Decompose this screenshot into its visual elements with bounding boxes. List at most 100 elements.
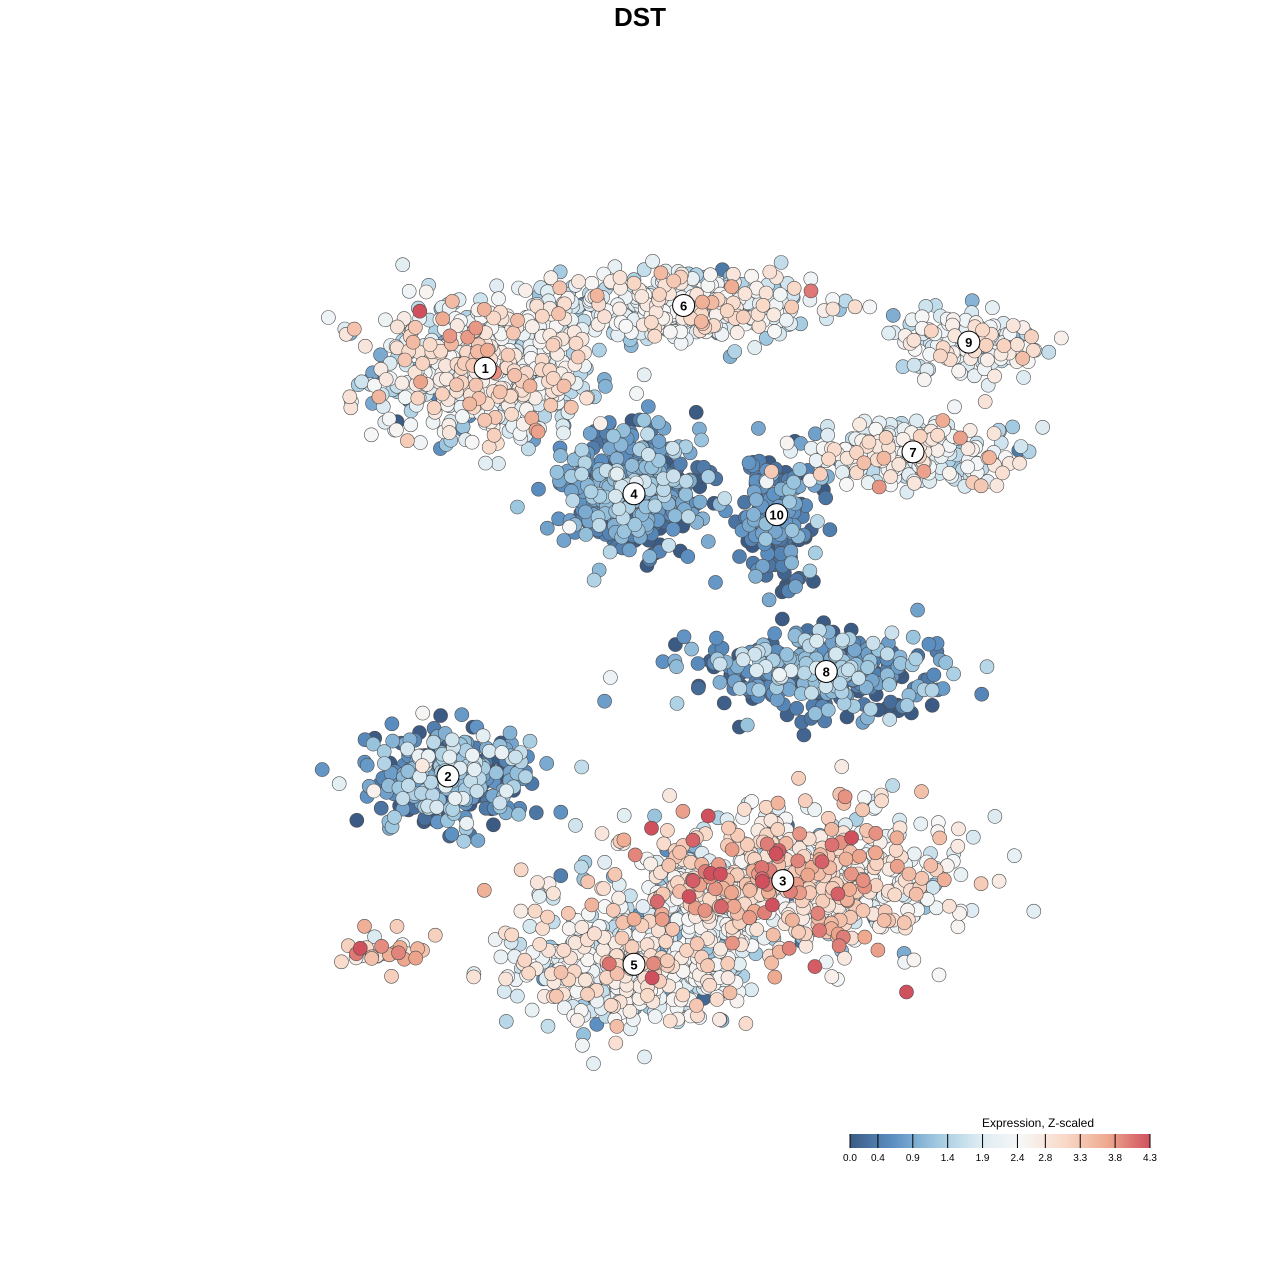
data-point <box>346 321 362 337</box>
data-point <box>499 783 514 799</box>
data-point <box>591 517 607 533</box>
data-point <box>647 498 663 514</box>
data-point <box>986 426 1002 441</box>
data-point <box>681 889 697 904</box>
data-point <box>838 851 854 867</box>
data-point <box>510 988 525 1004</box>
data-point <box>359 757 375 773</box>
data-point <box>814 854 830 870</box>
data-point <box>916 464 932 479</box>
data-point <box>724 842 740 857</box>
data-point <box>747 340 763 355</box>
data-point <box>876 450 892 466</box>
data-point <box>855 873 871 888</box>
chart-title: DST <box>614 2 666 32</box>
data-point <box>665 921 680 937</box>
data-point <box>798 938 814 954</box>
data-point <box>627 517 643 532</box>
data-point <box>331 776 347 792</box>
data-point <box>857 790 872 805</box>
data-point <box>366 783 382 799</box>
data-point <box>778 312 794 328</box>
data-point <box>700 958 715 974</box>
data-point <box>979 659 995 675</box>
data-point <box>391 945 406 961</box>
data-point <box>887 887 903 903</box>
data-point <box>837 950 852 966</box>
data-point <box>974 686 990 702</box>
data-point <box>779 435 795 451</box>
data-point <box>910 602 925 618</box>
data-point <box>508 749 523 765</box>
data-point <box>727 344 743 359</box>
data-point <box>863 701 879 717</box>
data-point <box>517 952 533 968</box>
data-point <box>387 809 402 825</box>
data-point <box>689 936 705 952</box>
data-point <box>868 845 883 861</box>
data-point <box>530 875 545 890</box>
data-point <box>435 311 451 327</box>
data-point <box>395 791 411 806</box>
cluster-label-5: 5 <box>622 952 646 976</box>
data-point <box>568 818 583 833</box>
data-point <box>504 406 519 422</box>
data-point <box>556 533 572 548</box>
legend-tick-label: 2.4 <box>1010 1153 1024 1164</box>
data-point <box>394 375 410 391</box>
data-point <box>574 920 590 935</box>
data-point <box>882 712 898 727</box>
data-point <box>1054 330 1069 346</box>
data-point <box>758 285 774 301</box>
data-point <box>973 876 989 892</box>
data-point <box>580 874 596 890</box>
data-point <box>502 725 518 741</box>
data-point <box>889 830 905 846</box>
data-point <box>522 378 538 394</box>
svg-text:3: 3 <box>779 874 786 889</box>
data-point <box>612 301 627 317</box>
data-point <box>654 912 670 927</box>
data-point <box>496 984 512 999</box>
legend-color-bar <box>850 1134 1150 1148</box>
data-point <box>960 459 976 475</box>
data-point <box>700 808 716 824</box>
data-point <box>314 762 330 777</box>
data-point <box>552 280 568 296</box>
data-point <box>742 883 758 898</box>
data-point <box>651 434 667 449</box>
color-legend: Expression, Z-scaled 0.0 0.4 0.9 1.4 1.9 2.4 2… <box>843 1116 1157 1164</box>
data-point <box>403 417 419 433</box>
data-point <box>521 441 536 457</box>
data-point <box>408 320 423 335</box>
data-point <box>385 733 401 749</box>
data-point <box>822 522 838 538</box>
data-point <box>510 313 525 328</box>
legend-tick-label: 0.0 <box>843 1153 857 1164</box>
data-point <box>548 988 564 1004</box>
svg-text:5: 5 <box>630 957 637 972</box>
data-point <box>527 903 543 919</box>
data-point <box>690 680 706 696</box>
data-point <box>464 434 480 450</box>
data-point <box>540 909 555 925</box>
data-point <box>666 468 681 484</box>
data-point <box>786 280 802 296</box>
legend-tick-label: 2.8 <box>1038 1153 1052 1164</box>
data-point <box>762 264 778 280</box>
data-point <box>936 872 952 888</box>
data-point <box>352 940 368 956</box>
data-point <box>584 897 600 913</box>
data-point <box>824 837 840 853</box>
data-point <box>938 655 954 670</box>
data-point <box>410 390 426 406</box>
data-point <box>737 286 753 302</box>
data-point <box>713 899 729 915</box>
data-point <box>765 897 780 913</box>
data-point <box>586 1056 601 1071</box>
data-point <box>661 537 677 553</box>
data-point <box>703 267 718 283</box>
data-point <box>618 318 634 334</box>
data-point <box>744 982 759 998</box>
data-point <box>953 867 969 883</box>
